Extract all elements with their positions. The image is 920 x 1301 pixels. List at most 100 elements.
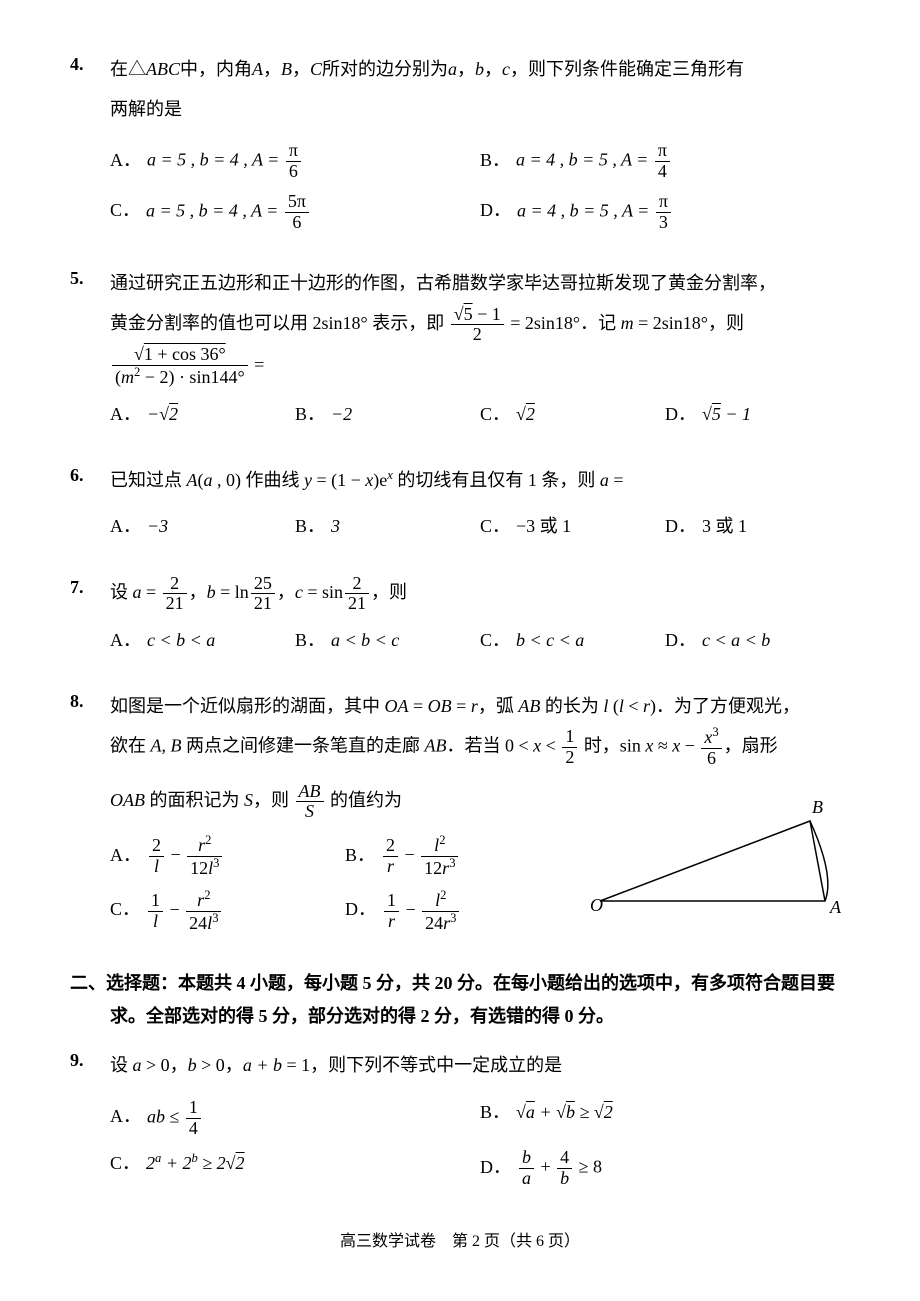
stem-text: > 0， (197, 1055, 243, 1075)
options: A．−√2 B．−2 C．√2 D．√5 − 1 (110, 400, 850, 439)
stem-text: ， (292, 59, 310, 79)
problem-number: 9. (70, 1046, 110, 1199)
stem-math: a (448, 59, 457, 79)
option-label: A． (110, 1106, 141, 1126)
frac-num: 2 (163, 574, 187, 595)
stem-text: )e (373, 470, 387, 490)
problem-4: 4. 在△ABC中，内角A，B，C所对的边分别为a，b，c，则下列条件能确定三角… (70, 50, 850, 242)
option-a: A．c < b < a (110, 626, 295, 655)
sector-svg: O A B (580, 781, 850, 921)
stem-math: a + b (243, 1055, 282, 1075)
frac-num: 1 (562, 727, 577, 748)
stem-text: = (250, 355, 265, 375)
option-c: C．b < c < a (480, 626, 665, 655)
section-header: 二、选择题：本题共 4 小题，每小题 5 分，共 20 分。在每小题给出的选项中… (70, 967, 850, 1032)
stem-math: C (310, 59, 322, 79)
frac-den: 2 (451, 325, 504, 345)
stem-text: 已知过点 (110, 470, 187, 490)
stem-text: 所对的边分别为 (322, 59, 448, 79)
stem-text: 的切线有且仅有 1 条，则 (393, 470, 600, 490)
option-label: D． (665, 516, 696, 536)
options: A．a = 5 , b = 4 , A = π6 B．a = 4 , b = 5… (110, 141, 850, 242)
stem-math: a (133, 582, 142, 602)
stem-math: a (204, 470, 213, 490)
problem-stem: 已知过点 A(a , 0) 作曲线 y = (1 − x)ex 的切线有且仅有 … (110, 461, 850, 501)
stem-text: 通过研究正五边形和正十边形的作图，古希腊数学家毕达哥拉斯发现了黄金分割率， (110, 273, 776, 293)
frac-den: 6 (701, 749, 721, 769)
stem-math: B (281, 59, 292, 79)
stem-text: = 2sin18°，则 (634, 313, 744, 333)
option-c: C．√2 (480, 400, 665, 429)
label-b: B (812, 797, 823, 817)
stem-math: A (252, 59, 263, 79)
frac-num: 5π (285, 192, 309, 213)
stem-text: = (609, 470, 624, 490)
frac-num: π (286, 141, 301, 162)
option-c: C．1l − r224l3 (110, 889, 345, 934)
stem-math: c (502, 59, 510, 79)
stem-text: > 0， (142, 1055, 188, 1075)
option-label: D． (665, 630, 696, 650)
frac-den: a (519, 1169, 534, 1189)
stem-text: 欲在 A, B 两点之间修建一条笔直的走廊 AB．若当 0 < x < (110, 736, 560, 756)
frac-den: 21 (251, 594, 275, 614)
stem-text: ，扇形 (724, 736, 778, 756)
problem-stem: 如图是一个近似扇形的湖面，其中 OA = OB = r，弧 AB 的长为 l (… (110, 687, 850, 769)
option-b: B．a < b < c (295, 626, 480, 655)
option-label: B． (345, 845, 375, 865)
option-d: D．a = 4 , b = 5 , A = π3 (480, 192, 850, 233)
stem-math: a (133, 1055, 142, 1075)
option-b: B．√a + √b ≥ √2 (480, 1098, 850, 1139)
frac-num: 25 (251, 574, 275, 595)
option-d: D．3 或 1 (665, 512, 850, 541)
problem-stem: 通过研究正五边形和正十边形的作图，古希腊数学家毕达哥拉斯发现了黄金分割率， 黄金… (110, 264, 850, 387)
option-d: D．ba + 4b ≥ 8 (480, 1148, 850, 1189)
options: A．c < b < a B．a < b < c C．b < c < a D． c … (110, 626, 850, 665)
stem-text: ， (189, 582, 207, 602)
stem-text: 设 (110, 1055, 133, 1075)
frac-num: π (656, 192, 671, 213)
frac-num: x3 (701, 726, 721, 749)
option-label: B． (295, 516, 325, 536)
frac-den: 6 (285, 213, 309, 233)
option-label: C． (110, 899, 140, 919)
option-label: C． (110, 200, 140, 220)
option-label: D． (345, 899, 376, 919)
frac-den: (m2 − 2) · sin144° (112, 366, 248, 388)
frac-num: √5 − 1 (451, 305, 504, 326)
stem-text: ， (457, 59, 475, 79)
stem-text: ，则 (371, 582, 407, 602)
stem-math: y (304, 470, 312, 490)
stem-text: ， (263, 59, 281, 79)
option-text: −3 或 1 (516, 516, 571, 536)
problem-body: 如图是一个近似扇形的湖面，其中 OA = OB = r，弧 AB 的长为 l (… (110, 687, 850, 944)
frac-den: 3 (656, 213, 671, 233)
problem-6: 6. 已知过点 A(a , 0) 作曲线 y = (1 − x)ex 的切线有且… (70, 461, 850, 551)
stem-text: 如图是一个近似扇形的湖面，其中 OA = OB = r，弧 AB 的长为 l (… (110, 696, 800, 716)
option-d: D．1r − l224r3 (345, 889, 580, 934)
option-text: c < a < b (702, 630, 770, 650)
frac-num: √1 + cos 36° (112, 345, 248, 366)
frac-num: π (655, 141, 670, 162)
option-d: D． c < a < b (665, 626, 850, 655)
frac-den: 2 (562, 748, 577, 768)
frac-num: b (519, 1148, 534, 1169)
option-label: A． (110, 845, 141, 865)
option-label: C． (110, 1153, 140, 1173)
option-b: B．3 (295, 512, 480, 541)
sup: b (191, 1151, 197, 1165)
stem-text: ， (277, 582, 295, 602)
option-text: b < c < a (516, 630, 584, 650)
problem-number: 5. (70, 264, 110, 438)
stem-text: 中，内角 (180, 59, 252, 79)
problem-9: 9. 设 a > 0，b > 0，a + b = 1，则下列不等式中一定成立的是… (70, 1046, 850, 1199)
option-label: C． (480, 516, 510, 536)
option-label: A． (110, 630, 141, 650)
stem-text: 时，sin x ≈ x − (579, 736, 699, 756)
option-a: A．−√2 (110, 400, 295, 429)
option-b: B．a = 4 , b = 5 , A = π4 (480, 141, 850, 182)
label-a: A (829, 897, 842, 917)
option-a: A．ab ≤ 14 (110, 1098, 480, 1139)
option-text: −3 (147, 516, 168, 536)
problem-body: 在△ABC中，内角A，B，C所对的边分别为a，b，c，则下列条件能确定三角形有两… (110, 50, 850, 242)
